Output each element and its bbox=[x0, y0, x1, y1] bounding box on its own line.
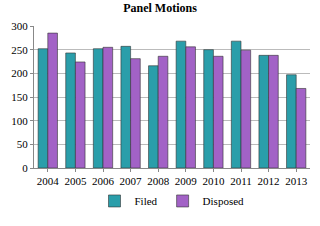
svg-text:2012: 2012 bbox=[258, 175, 280, 187]
svg-text:2004: 2004 bbox=[37, 175, 60, 187]
svg-text:Filed: Filed bbox=[135, 195, 158, 207]
svg-text:Disposed: Disposed bbox=[203, 195, 244, 207]
svg-text:0: 0 bbox=[22, 162, 28, 174]
svg-text:200: 200 bbox=[11, 67, 28, 79]
svg-text:2005: 2005 bbox=[64, 175, 87, 187]
svg-text:50: 50 bbox=[17, 138, 29, 150]
svg-text:300: 300 bbox=[11, 20, 28, 32]
svg-text:2006: 2006 bbox=[92, 175, 115, 187]
svg-text:2007: 2007 bbox=[120, 175, 143, 187]
svg-text:250: 250 bbox=[11, 44, 28, 56]
svg-text:Panel Motions: Panel Motions bbox=[123, 1, 197, 15]
svg-text:2010: 2010 bbox=[202, 175, 225, 187]
svg-text:2008: 2008 bbox=[147, 175, 170, 187]
svg-text:100: 100 bbox=[11, 115, 28, 127]
svg-text:2013: 2013 bbox=[285, 175, 308, 187]
svg-text:150: 150 bbox=[11, 91, 28, 103]
svg-text:2009: 2009 bbox=[175, 175, 198, 187]
svg-text:2011: 2011 bbox=[230, 175, 252, 187]
